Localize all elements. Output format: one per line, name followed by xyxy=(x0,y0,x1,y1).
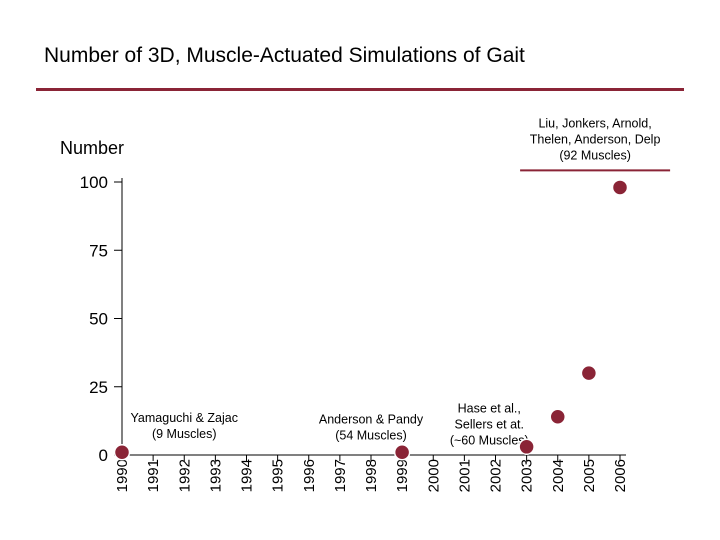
x-tick-label: 1997 xyxy=(332,459,349,492)
x-tick-label: 2003 xyxy=(519,459,536,492)
annotation-line: Anderson & Pandy xyxy=(319,413,424,427)
x-tick-label: 1992 xyxy=(176,459,193,492)
x-ticks: 1990 1991 1992 1993 1994 1995 1996 1997 1998 1999… xyxy=(114,455,629,492)
x-tick-label: 1993 xyxy=(207,459,224,492)
x-tick-label: 2002 xyxy=(488,459,505,492)
annotation: Anderson & Pandy (54 Muscles) xyxy=(319,413,424,443)
annotation-line: (~60 Muscles) xyxy=(450,434,529,448)
annotation-line: (92 Muscles) xyxy=(559,148,631,162)
data-point xyxy=(518,438,535,456)
title-divider xyxy=(36,88,684,91)
x-tick-label: 2001 xyxy=(456,459,473,492)
annotations: Yamaguchi & Zajac (9 Muscles) Anderson & P… xyxy=(131,116,671,448)
x-tick-label: 2004 xyxy=(550,459,567,492)
annotation: Liu, Jonkers, Arnold, Thelen, Anderson, D… xyxy=(520,116,671,172)
data-point xyxy=(393,444,411,461)
data-points xyxy=(113,179,629,461)
annotation-line: Liu, Jonkers, Arnold, xyxy=(538,116,651,130)
data-point xyxy=(611,179,629,196)
x-tick-label: 2005 xyxy=(581,459,598,492)
annotation: Hase et al., Sellers et at. (~60 Muscles) xyxy=(450,402,529,448)
y-ticks: 0 25 50 75 100 xyxy=(80,173,122,465)
x-tick-label: 1995 xyxy=(270,459,287,492)
annotation: Yamaguchi & Zajac (9 Muscles) xyxy=(131,411,238,441)
data-point xyxy=(113,444,131,461)
x-tick-label: 1999 xyxy=(394,459,411,492)
annotation-line: Thelen, Anderson, Delp xyxy=(530,132,661,146)
annotation-line: Hase et al., xyxy=(458,402,521,416)
y-tick-label: 25 xyxy=(89,378,108,397)
x-tick-label: 1996 xyxy=(301,459,318,492)
annotation-line: Sellers et at. xyxy=(455,418,524,432)
y-axis-label: Number xyxy=(60,138,124,158)
x-tick-label: 2006 xyxy=(612,459,629,492)
data-point xyxy=(549,408,566,426)
y-tick-label: 75 xyxy=(89,241,108,260)
slide-title: Number of 3D, Muscle-Actuated Simulation… xyxy=(44,44,525,67)
x-tick-label: 1990 xyxy=(114,459,131,492)
x-tick-label: 2000 xyxy=(425,459,442,492)
annotation-line: (9 Muscles) xyxy=(152,427,217,441)
x-tick-label: 1998 xyxy=(363,459,380,492)
x-tick-label: 1991 xyxy=(145,459,162,492)
x-tick-label: 1994 xyxy=(239,459,256,492)
y-tick-label: 0 xyxy=(99,446,108,465)
annotation-line: Yamaguchi & Zajac xyxy=(131,411,238,425)
y-tick-label: 100 xyxy=(80,173,108,192)
annotation-line: (54 Muscles) xyxy=(335,429,407,443)
chart-axes xyxy=(121,178,626,456)
y-tick-label: 50 xyxy=(89,310,108,329)
data-point xyxy=(580,364,598,382)
